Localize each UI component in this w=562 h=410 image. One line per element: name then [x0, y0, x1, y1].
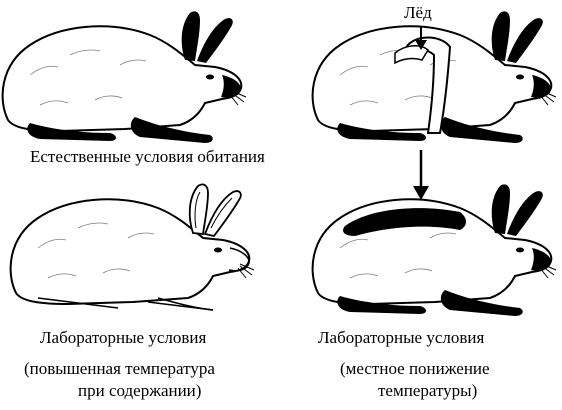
down-arrow — [413, 150, 429, 200]
note-right-line1: (местное понижение — [340, 359, 490, 378]
ice-label: Лёд — [404, 3, 432, 22]
note-left-line1: (повышенная температура — [24, 359, 215, 378]
dark-back-patch — [343, 208, 466, 236]
note-right-line2: температуры) — [378, 381, 478, 400]
caption-lab-right: Лабораторные условия — [318, 328, 485, 347]
rabbit-with-ice — [311, 11, 557, 143]
rabbit-lab-cooled — [311, 184, 557, 316]
ice-arrow — [415, 26, 427, 50]
note-left-line2: при содержании) — [78, 381, 202, 400]
rabbit-lab-warm — [9, 183, 256, 311]
caption-lab-left: Лабораторные условия — [40, 328, 207, 347]
caption-natural: Естественные условия обитания — [30, 147, 265, 166]
rabbit-natural — [1, 11, 248, 143]
